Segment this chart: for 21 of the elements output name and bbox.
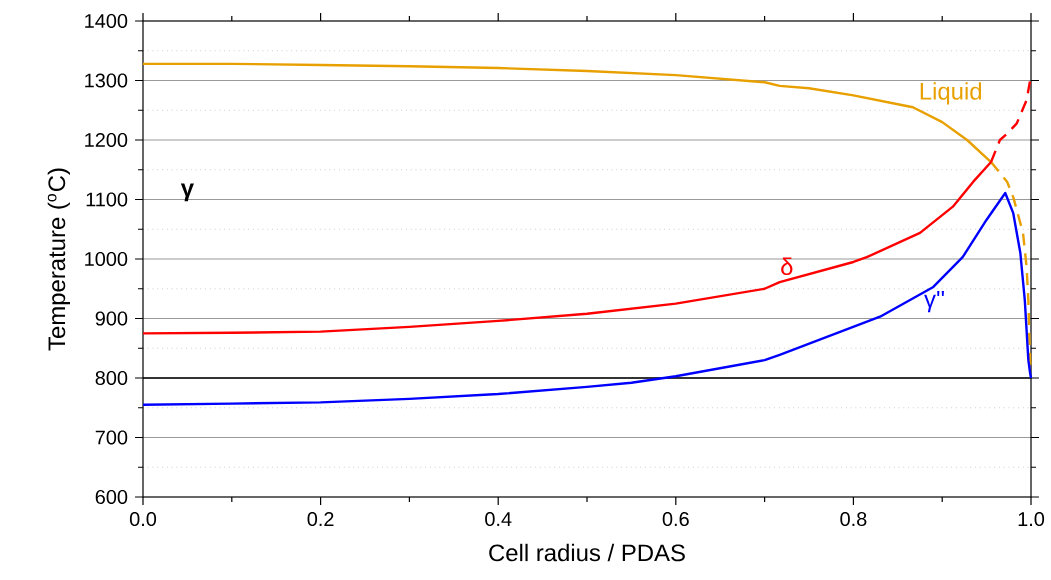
x-axis-title: Cell radius / PDAS: [489, 543, 685, 562]
y-tick-label: 900: [95, 311, 128, 326]
x-tick-label: 0.2: [307, 512, 334, 527]
x-tick-label: 0.0: [129, 512, 157, 527]
x-tick-label: 1.0: [1018, 512, 1045, 527]
y-tick-label: 1000: [85, 251, 128, 267]
y-tick-label: 600: [95, 489, 128, 505]
series-label: Liquid: [920, 82, 982, 105]
y-axis-title: Temperature ($^{o}$C): [47, 168, 70, 351]
y-tick-label: 1200: [85, 132, 128, 148]
series-label: γ'': [924, 290, 944, 313]
y-tick-label: 700: [95, 430, 128, 445]
x-tick-label: 0.4: [485, 512, 512, 527]
y-tick-label: 1100: [86, 192, 128, 207]
annotation: γ: [180, 183, 194, 202]
y-tick-label: 1300: [85, 73, 128, 88]
x-tick-label: 0.8: [840, 512, 867, 527]
x-tick-label: 0.6: [662, 512, 689, 527]
y-tick-label: 1400: [85, 13, 128, 29]
y-tick-label: 800: [95, 370, 128, 386]
series-label: δ: [781, 257, 793, 276]
